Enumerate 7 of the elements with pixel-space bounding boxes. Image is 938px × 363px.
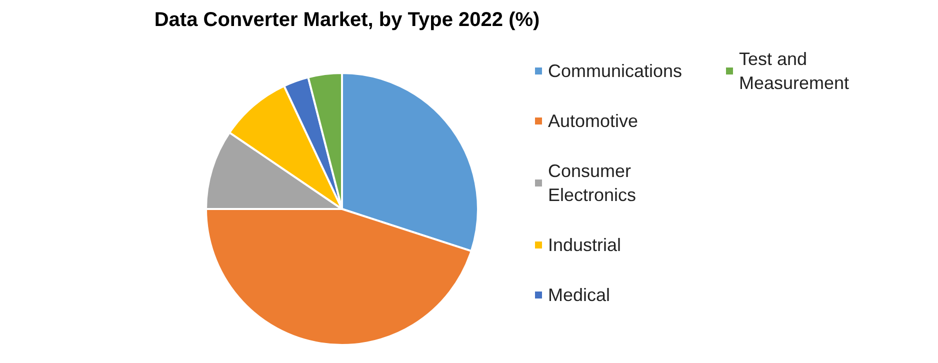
legend-label: Communications xyxy=(548,61,682,81)
legend-label: Medical xyxy=(548,285,610,305)
legend-label: Test and Measurement xyxy=(739,49,850,93)
legend-label: Industrial xyxy=(548,235,622,255)
legend-label: Automotive xyxy=(548,111,638,131)
chart-title: Data Converter Market, by Type 2022 (%) xyxy=(154,9,540,31)
legend-label: Consumer Electronics xyxy=(548,161,636,205)
